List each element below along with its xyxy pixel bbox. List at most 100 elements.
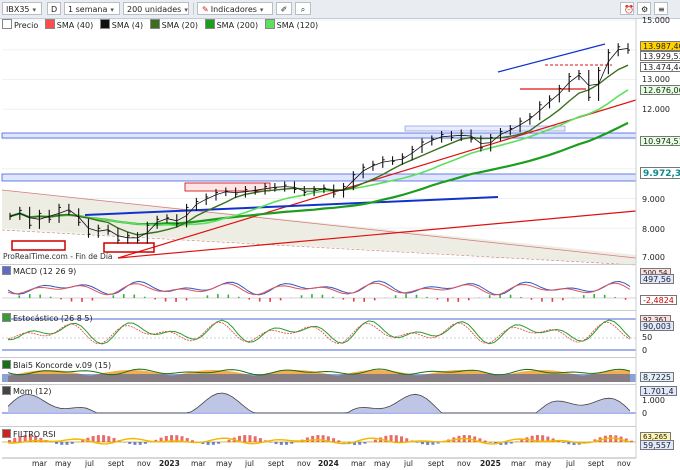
rsi-bar [190, 440, 194, 442]
legend-sma40[interactable]: SMA (40) [44, 19, 94, 30]
x-label: jul [245, 459, 254, 468]
macd-histogram-bar [175, 298, 177, 302]
rsi-bar [488, 442, 492, 443]
rsi-bar [405, 438, 409, 442]
rsi-bar [556, 440, 560, 442]
legend-price[interactable]: Precio [2, 19, 39, 30]
sma200-badge: 12.676,06 [640, 85, 680, 95]
sma4-line [9, 48, 629, 239]
rsi-panel-label[interactable]: FILTRO RSI [2, 429, 56, 439]
x-label: jul [404, 459, 413, 468]
legend-sma4[interactable]: SMA (4) [99, 19, 143, 30]
x-label: mar [511, 459, 526, 468]
x-label: may [535, 459, 552, 468]
macd-panel-label[interactable]: MACD (12 26 9) [2, 266, 76, 276]
rsi-line [7, 437, 631, 445]
blue-trendline [497, 43, 606, 73]
legend-sma200[interactable]: SMA (200) [204, 19, 258, 30]
search-button[interactable]: ⌕ [295, 2, 311, 15]
rsi-bar [112, 437, 116, 442]
units-selector[interactable]: 200 unidades ▾ [123, 2, 189, 15]
rsi-label-text: FILTRO RSI [13, 430, 56, 439]
x-label: sept [588, 459, 605, 468]
koncorde-label-text: Blai5 Koncorde v.09 (15) [13, 361, 112, 370]
macd-histogram-bar [154, 298, 156, 300]
rsi-bar [363, 442, 367, 444]
rsi-bar [81, 439, 85, 442]
macd-signal-line [7, 282, 631, 296]
symbol-label: IBX35 [6, 5, 30, 14]
rsi-bar [201, 442, 205, 445]
macd-histogram-bar [457, 298, 460, 302]
macd-histogram-bar [541, 298, 543, 302]
legend-sma120[interactable]: SMA (120) [264, 19, 318, 30]
legend-sma40-label: SMA (40) [56, 21, 94, 30]
rsi-bar [326, 436, 330, 442]
highlight-box[interactable] [11, 240, 66, 251]
macd-histogram-bar [614, 297, 616, 298]
sma4-badge: 13.929,53 [640, 51, 680, 61]
rsi-bar [342, 442, 346, 443]
red-trendline [117, 99, 637, 259]
macd-histogram-bar [18, 295, 21, 298]
rsi-bar [13, 437, 17, 442]
interval-selector[interactable]: 1 semana ▾ [64, 2, 120, 15]
panel-separator[interactable] [0, 264, 636, 265]
koncorde-panel-label[interactable]: Blai5 Koncorde v.09 (15) [2, 360, 111, 370]
menu-icon: ≡ [658, 5, 665, 14]
tool-button[interactable]: ✐ [276, 2, 292, 15]
panel-separator[interactable] [0, 384, 636, 385]
rsi-bar [107, 436, 111, 442]
rsi-bar [352, 442, 356, 445]
rsi-bar [530, 435, 534, 442]
rsi-bar [28, 435, 32, 442]
rsi-bar [60, 442, 64, 445]
panel-separator[interactable] [0, 426, 636, 427]
alarm-button[interactable]: ⏰ [620, 2, 634, 15]
mom-panel-label[interactable]: Mom (12) [2, 386, 52, 396]
x-label: mar [351, 459, 366, 468]
stoch-panel-label[interactable]: Estocástico (26 8 5) [2, 313, 93, 323]
mom-value-badge: 1.701,4 [640, 386, 677, 396]
macd-histogram-bar [447, 298, 449, 302]
last-price-badge: 13.987,40 [640, 41, 680, 51]
rsi-bar [8, 440, 11, 442]
rsi-bar [535, 435, 539, 442]
mom-area [8, 393, 630, 413]
legend-sma20[interactable]: SMA (20) [149, 19, 198, 30]
mom-label-text: Mom (12) [13, 387, 52, 396]
menu-button[interactable]: ≡ [654, 2, 668, 15]
rsi-bar [279, 442, 283, 445]
settings-button[interactable]: ⚙ [637, 2, 651, 15]
macd-histogram-bar [321, 294, 324, 298]
rsi-bar [102, 435, 106, 442]
indicators-button[interactable]: ✎ Indicadores ▾ [197, 2, 273, 15]
legend-price-label: Precio [14, 21, 39, 30]
indicator-legend: Precio SMA (40) SMA (4) SMA (20) SMA (20… [2, 19, 322, 30]
period-code-button[interactable]: D [47, 2, 61, 15]
red-trendline [117, 210, 637, 259]
stoch-label-text: Estocástico (26 8 5) [13, 314, 93, 323]
symbol-selector[interactable]: IBX35 ▾ [2, 2, 42, 15]
rsi-bar [384, 435, 388, 442]
panel-separator[interactable] [0, 357, 636, 358]
rsi-bar [420, 442, 424, 445]
alarm-icon: ⏰ [624, 5, 634, 14]
rsi-bar [185, 438, 189, 442]
x-label-year: 2024 [318, 459, 339, 468]
macd-histogram-bar [300, 295, 303, 298]
highlight-box[interactable] [103, 242, 155, 253]
rsi-bar [154, 439, 158, 442]
koncorde-area-blue [2, 374, 636, 382]
rsi-bar [248, 435, 252, 442]
rsi-bar [426, 442, 430, 445]
chevron-down-icon: ▾ [184, 6, 188, 14]
rsi-bar [436, 442, 440, 444]
rsi-bar [128, 442, 132, 444]
rsi-bar [520, 439, 524, 442]
panel-separator[interactable] [0, 310, 636, 311]
rsi-bar [431, 442, 435, 445]
x-label-year: 2025 [480, 459, 501, 468]
macd-histogram-bar [624, 298, 627, 300]
